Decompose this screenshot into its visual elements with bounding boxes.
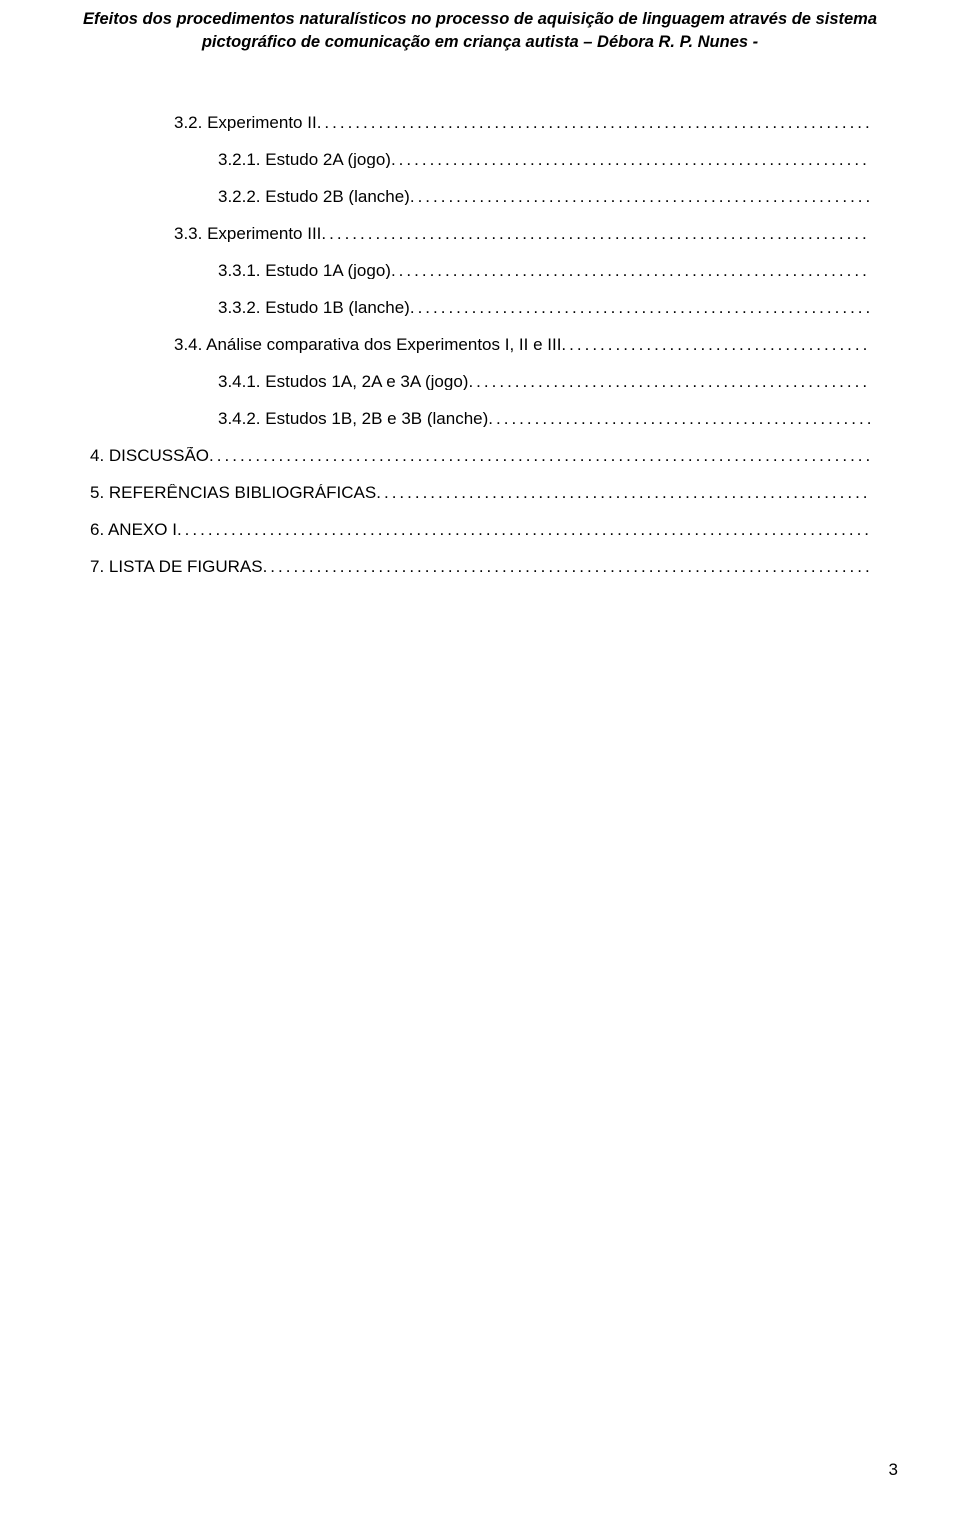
table-of-contents: 3.2. Experimento II ....................… — [60, 114, 900, 575]
toc-label: 3.4.2. Estudos 1B, 2B e 3B (lanche) — [218, 410, 488, 427]
toc-leader-dots: ........................................… — [391, 151, 870, 168]
toc-label: 6. ANEXO I — [90, 521, 177, 538]
toc-leader-dots: ........................................… — [391, 262, 870, 279]
toc-entry: 3.3.2. Estudo 1B (lanche) ..............… — [90, 299, 870, 316]
toc-label: 4. DISCUSSÃO — [90, 447, 209, 464]
header-title-line2: pictográfico de comunicação em criança a… — [60, 31, 900, 54]
header-title-line1: Efeitos dos procedimentos naturalísticos… — [60, 8, 900, 31]
toc-leader-dots: ........................................… — [321, 225, 870, 242]
toc-leader-dots: ........................................… — [177, 521, 870, 538]
toc-label: 3.2.1. Estudo 2A (jogo) — [218, 151, 391, 168]
toc-label: 3.3.2. Estudo 1B (lanche) — [218, 299, 410, 316]
toc-entry: 4. DISCUSSÃO ...........................… — [90, 447, 870, 464]
page-number: 3 — [889, 1460, 898, 1480]
toc-entry: 7. LISTA DE FIGURAS ....................… — [90, 558, 870, 575]
toc-label: 7. LISTA DE FIGURAS — [90, 558, 263, 575]
document-page: Efeitos dos procedimentos naturalísticos… — [0, 0, 960, 1535]
toc-leader-dots: ........................................… — [410, 188, 870, 205]
toc-entry: 6. ANEXO I .............................… — [90, 521, 870, 538]
toc-label: 3.3. Experimento III — [174, 225, 321, 242]
toc-entry: 3.4. Análise comparativa dos Experimento… — [90, 336, 870, 353]
toc-leader-dots: ........................................… — [209, 447, 870, 464]
toc-entry: 3.3. Experimento III ...................… — [90, 225, 870, 242]
toc-leader-dots: ........................................… — [376, 484, 870, 501]
toc-leader-dots: ........................................… — [561, 336, 870, 353]
toc-leader-dots: ........................................… — [468, 373, 870, 390]
toc-entry: 3.2. Experimento II ....................… — [90, 114, 870, 131]
toc-leader-dots: ........................................… — [317, 114, 870, 131]
toc-leader-dots: ........................................… — [488, 410, 870, 427]
toc-entry: 5. REFERÊNCIAS BIBLIOGRÁFICAS ..........… — [90, 484, 870, 501]
toc-label: 3.2.2. Estudo 2B (lanche) — [218, 188, 410, 205]
toc-entry: 3.2.1. Estudo 2A (jogo) ................… — [90, 151, 870, 168]
toc-leader-dots: ........................................… — [263, 558, 870, 575]
toc-leader-dots: ........................................… — [410, 299, 870, 316]
toc-entry: 3.3.1. Estudo 1A (jogo) ................… — [90, 262, 870, 279]
page-header: Efeitos dos procedimentos naturalísticos… — [60, 8, 900, 54]
toc-label: 3.2. Experimento II — [174, 114, 317, 131]
toc-entry: 3.4.1. Estudos 1A, 2A e 3A (jogo) ......… — [90, 373, 870, 390]
toc-entry: 3.4.2. Estudos 1B, 2B e 3B (lanche) ....… — [90, 410, 870, 427]
toc-label: 3.4. Análise comparativa dos Experimento… — [174, 336, 561, 353]
toc-label: 5. REFERÊNCIAS BIBLIOGRÁFICAS — [90, 484, 376, 501]
toc-label: 3.4.1. Estudos 1A, 2A e 3A (jogo) — [218, 373, 468, 390]
toc-label: 3.3.1. Estudo 1A (jogo) — [218, 262, 391, 279]
toc-entry: 3.2.2. Estudo 2B (lanche) ..............… — [90, 188, 870, 205]
